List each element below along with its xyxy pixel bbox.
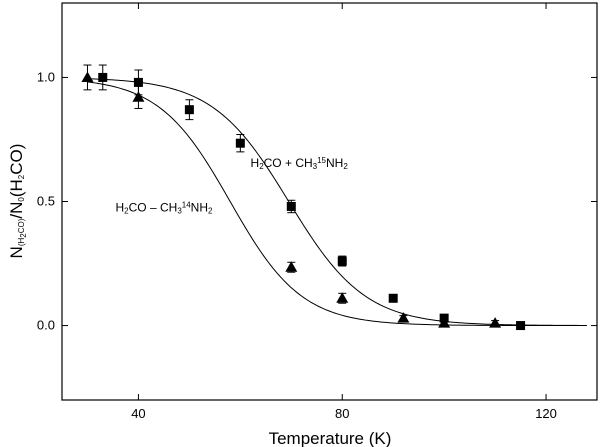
fit-curve-triangle bbox=[87, 81, 587, 327]
label-part: CO + CH bbox=[264, 156, 313, 170]
data-point-square bbox=[337, 255, 347, 267]
label-part: 14 bbox=[182, 201, 191, 210]
label-part: (H bbox=[17, 238, 26, 247]
label-part: NH bbox=[326, 156, 343, 170]
label-part: N bbox=[7, 246, 26, 258]
label-part: H bbox=[251, 156, 260, 170]
y-tick-label: 0.0 bbox=[37, 318, 55, 333]
data-points bbox=[81, 64, 526, 331]
label-part: 2 bbox=[19, 233, 28, 238]
label-part: 2 bbox=[343, 162, 348, 171]
data-point-triangle bbox=[438, 317, 451, 328]
label-part: 0 bbox=[17, 197, 26, 202]
data-point-triangle bbox=[397, 312, 410, 323]
fit-curves bbox=[87, 78, 587, 327]
label-part: 2 bbox=[208, 206, 213, 215]
label-part: CO) bbox=[7, 144, 26, 175]
data-point-triangle bbox=[489, 317, 502, 328]
axis-ticks: 40 80 120 0.0 0.5 1.0 bbox=[37, 3, 597, 421]
data-point-triangle bbox=[132, 85, 145, 109]
label-part: /N bbox=[7, 202, 26, 219]
fit-curve-square bbox=[87, 78, 587, 326]
x-tick-label: 120 bbox=[535, 406, 557, 421]
label-part: 2 bbox=[124, 206, 129, 215]
label-part: CO – CH bbox=[129, 200, 178, 214]
x-tick-label: 80 bbox=[335, 406, 349, 421]
label-part: 2 bbox=[17, 174, 26, 179]
y-tick-label: 0.5 bbox=[37, 194, 55, 209]
label-part: (H bbox=[7, 179, 26, 197]
x-axis-title: Temperature (K) bbox=[269, 429, 392, 447]
annotation-label-14: H2CO – CH314NH2 bbox=[116, 200, 214, 215]
x-tick-label: 40 bbox=[131, 406, 145, 421]
label-part: CO) bbox=[17, 218, 26, 233]
data-point-square bbox=[388, 293, 398, 303]
data-point-square bbox=[98, 64, 108, 91]
label-part: H bbox=[116, 200, 125, 214]
label-part: 3 bbox=[313, 162, 318, 171]
y-tick-label: 1.0 bbox=[37, 69, 55, 84]
y-axis-title: N(H2CO)/N0(H2CO) bbox=[7, 144, 28, 259]
label-part: NH bbox=[191, 200, 208, 214]
label-part: 2 bbox=[259, 162, 264, 171]
data-point-triangle bbox=[336, 292, 349, 304]
data-point-square bbox=[286, 199, 296, 214]
data-point-square bbox=[235, 134, 245, 153]
data-point-triangle bbox=[285, 261, 298, 273]
label-part: 3 bbox=[177, 206, 182, 215]
data-point-square bbox=[516, 321, 526, 331]
annotation-label-15: H2CO + CH315NH2 bbox=[251, 156, 349, 171]
data-point-square bbox=[184, 99, 194, 121]
data-point-triangle bbox=[81, 64, 94, 91]
label-part: 15 bbox=[317, 156, 326, 165]
